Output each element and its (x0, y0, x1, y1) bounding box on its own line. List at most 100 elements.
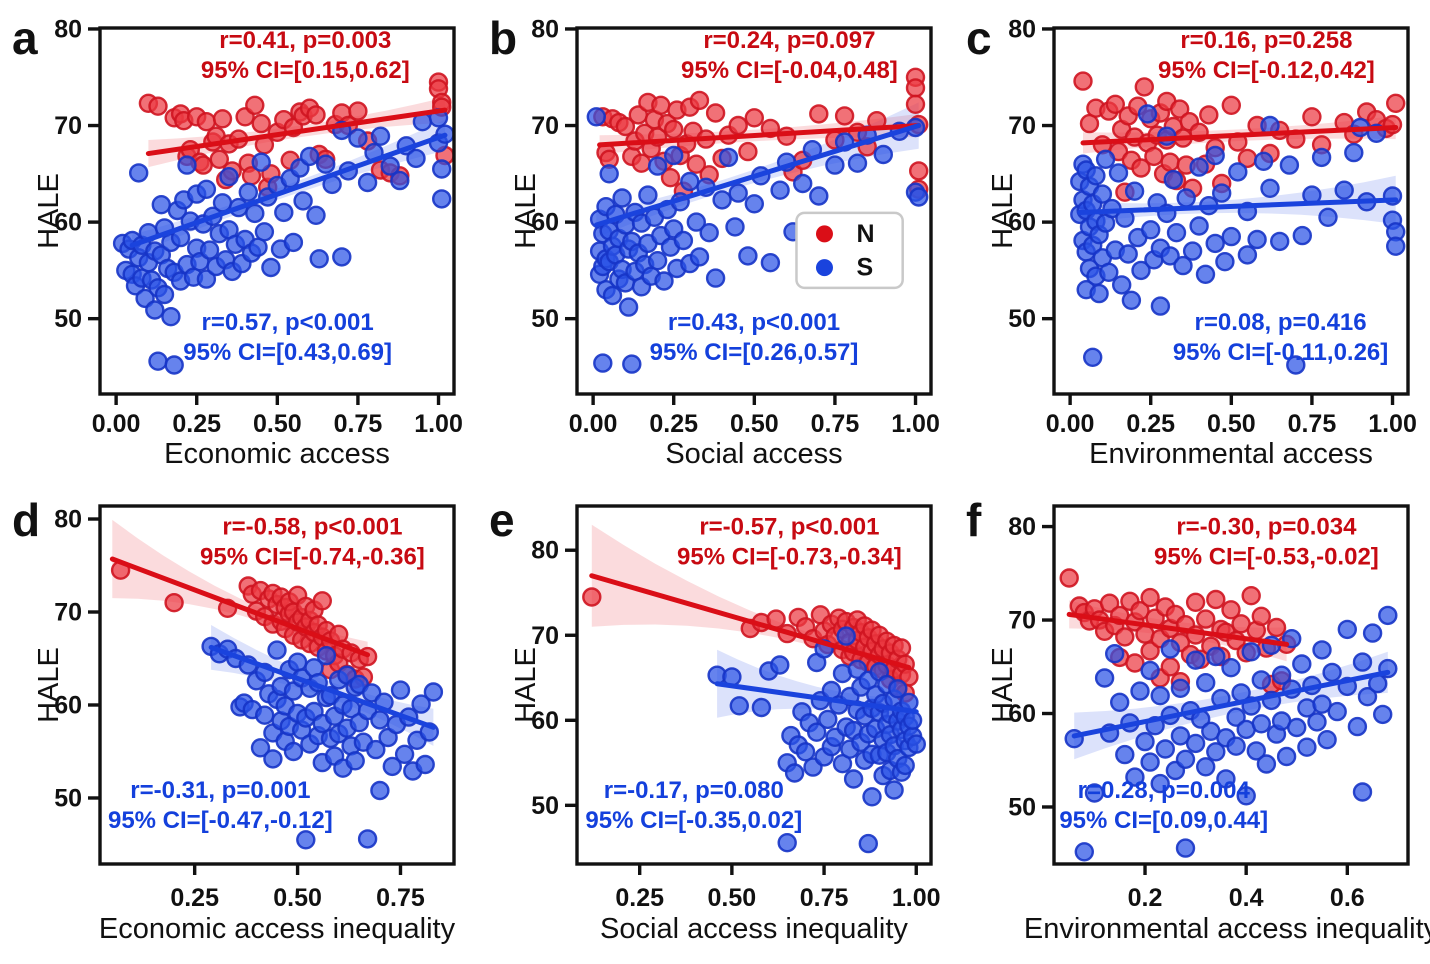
data-point-S (1195, 264, 1216, 284)
svg-text:95% CI=[0.15,0.62]: 95% CI=[0.15,0.62] (201, 57, 410, 84)
stats-text-N: r=0.16, p=0.258 95% CI=[-0.12,0.42] (1158, 27, 1375, 84)
x-tick-label: 0.00 (92, 410, 141, 438)
stats-text-N: r=0.41, p=0.003 95% CI=[0.15,0.62] (201, 27, 410, 84)
data-point-N (738, 141, 758, 162)
data-point-N (1059, 568, 1079, 588)
data-point-S (1104, 643, 1125, 664)
data-point-S (1228, 162, 1248, 182)
svg-text:r=0.28, p=0.004: r=0.28, p=0.004 (1078, 777, 1251, 804)
data-point-S (212, 193, 233, 213)
data-point-S (254, 222, 275, 242)
y-axis-label: HALE (33, 173, 65, 249)
y-axis: 50 60 70 80 (54, 506, 100, 812)
data-point-N (1199, 105, 1219, 125)
data-point-S (1312, 640, 1332, 660)
data-point-S (1092, 184, 1113, 204)
fit-line-S (1077, 197, 1399, 215)
data-point-N (212, 109, 233, 129)
svg-text:95% CI=[-0.74,-0.36]: 95% CI=[-0.74,-0.36] (200, 544, 425, 571)
data-point-S (718, 147, 739, 168)
data-point-S (1140, 660, 1160, 681)
fit-line-S (1071, 669, 1391, 739)
data-point-N (1221, 95, 1241, 116)
panel-d: r=-0.58, p<0.001 95% CI=[-0.74,-0.36] r=-0… (0, 482, 477, 964)
data-point-S (148, 351, 168, 371)
data-point-S (1312, 694, 1332, 714)
data-point-N (834, 106, 855, 126)
data-point-S (370, 126, 391, 146)
data-point-S (196, 269, 217, 289)
data-point-S (370, 710, 390, 730)
data-point-S (1270, 231, 1290, 252)
data-point-S (283, 741, 304, 762)
data-point-N (209, 149, 230, 170)
x-tick-label: 0.50 (273, 884, 322, 912)
data-point-S (263, 749, 283, 769)
y-tick-label: 70 (531, 112, 559, 140)
svg-text:r=0.41, p=0.003: r=0.41, p=0.003 (219, 27, 391, 54)
y-tick-label: 70 (54, 599, 82, 627)
data-point-S (283, 232, 304, 253)
y-tick-label: 60 (531, 209, 559, 237)
data-point-N (615, 116, 636, 137)
stats-text-N: r=-0.57, p<0.001 95% CI=[-0.73,-0.34] (677, 514, 902, 571)
data-point-N (744, 108, 764, 128)
y-axis: 50 60 70 80 (531, 537, 577, 820)
data-point-S (686, 212, 707, 232)
data-point-S (1099, 262, 1119, 282)
data-point-S (199, 240, 220, 260)
data-point-S (1108, 163, 1129, 183)
data-point-S (219, 166, 239, 187)
fit-line-N (145, 107, 448, 157)
data-point-S (316, 154, 336, 174)
x-tick-label: 1.00 (414, 410, 463, 438)
data-point-N (1195, 609, 1216, 629)
data-point-S (1327, 701, 1347, 722)
data-point-N (1134, 77, 1155, 97)
data-point-S (1287, 717, 1307, 738)
plot-border (575, 504, 933, 866)
data-point-S (884, 780, 904, 800)
data-point-S (1137, 104, 1158, 124)
data-point-S (1334, 180, 1354, 200)
y-tick-label: 60 (1008, 209, 1036, 237)
data-point-S (1256, 754, 1277, 774)
y-tick-label: 80 (54, 506, 82, 534)
legend-label-N: N (856, 220, 874, 248)
data-point-S (423, 682, 444, 702)
legend-marker-S (815, 259, 833, 277)
data-point-S (1185, 650, 1206, 670)
data-point-S (1135, 731, 1155, 752)
data-point-S (858, 833, 878, 854)
data-point-S (1205, 145, 1225, 166)
data-point-S (705, 268, 726, 288)
data-point-S (1246, 741, 1266, 761)
data-point-N (164, 592, 184, 613)
data-point-S (1253, 151, 1274, 172)
y-tick-label: 50 (1008, 793, 1036, 821)
data-point-N (306, 105, 326, 125)
data-point-S (316, 645, 337, 666)
svg-text:95% CI=[0.26,0.57]: 95% CI=[0.26,0.57] (650, 339, 859, 366)
svg-text:r=0.24, p=0.097: r=0.24, p=0.097 (703, 27, 875, 54)
data-point-S (366, 739, 386, 760)
y-tick-label: 60 (531, 707, 559, 735)
plot-area (582, 524, 926, 854)
data-point-N (905, 78, 926, 98)
data-point-S (1317, 730, 1337, 750)
data-point-N (1115, 627, 1135, 647)
data-point-S (1115, 744, 1135, 765)
legend-marker-N (815, 225, 833, 243)
data-point-S (1170, 678, 1191, 699)
data-point-S (680, 171, 700, 192)
data-point-N (1140, 641, 1160, 661)
panel-letter: f (966, 494, 982, 546)
stats-text-S: r=0.43, p<0.001 95% CI=[0.26,0.57] (650, 309, 859, 366)
data-point-S (1260, 178, 1280, 199)
data-point-S (1241, 642, 1261, 662)
x-tick-label: 0.75 (334, 410, 383, 438)
panel-f-chart: r=-0.30, p=0.034 95% CI=[-0.53,-0.02] r=0.… (966, 494, 1430, 945)
x-tick-label: 0.75 (1288, 410, 1337, 438)
x-axis: 0.00 0.25 0.50 0.75 1.00 (1046, 394, 1417, 438)
